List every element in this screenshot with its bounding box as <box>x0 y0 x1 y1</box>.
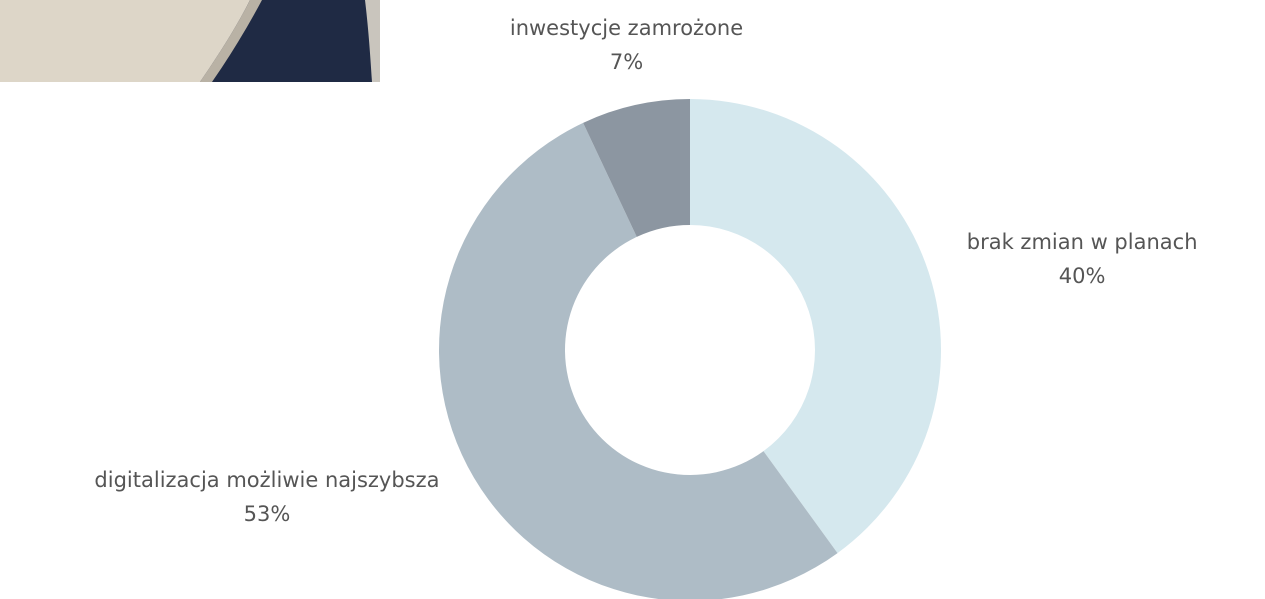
donut-slice <box>439 122 838 599</box>
slice-label: digitalizacja możliwie najszybsza <box>94 468 439 492</box>
photo-fragment <box>0 0 380 82</box>
donut-slice <box>583 99 690 237</box>
slice-value-label: 53% <box>244 502 291 526</box>
slice-label: brak zmian w planach <box>967 230 1198 254</box>
donut-slice <box>690 99 942 554</box>
slice-value-label: 7% <box>610 50 643 74</box>
slice-label: inwestycje zamrożone <box>510 16 743 40</box>
slice-value-label: 40% <box>1059 264 1106 288</box>
